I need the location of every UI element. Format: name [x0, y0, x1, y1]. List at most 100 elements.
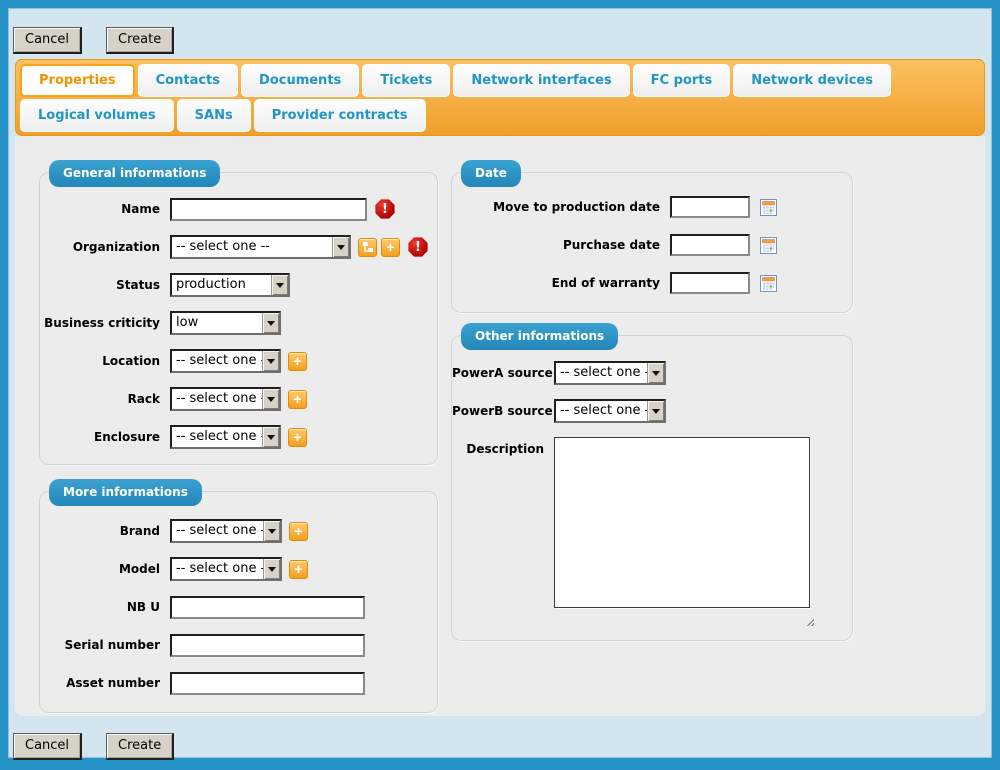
chevron-down-icon [271, 275, 288, 295]
nb-u-input[interactable] [170, 595, 365, 619]
date-section: Date Move to production date [451, 160, 853, 313]
business-criticity-select[interactable]: low [170, 311, 281, 335]
resize-grip[interactable] [804, 616, 814, 626]
description-wrap [554, 437, 814, 626]
calendar-icon [760, 198, 777, 216]
name-input[interactable] [170, 197, 367, 221]
location-label: Location [102, 354, 160, 368]
plus-icon: + [293, 428, 302, 445]
tab-provider-contracts[interactable]: Provider contracts [253, 99, 426, 132]
brand-select[interactable]: -- select one -- [170, 519, 282, 543]
field-row-powera-source: PowerA source -- select one -- [452, 361, 852, 385]
tab-fc-ports[interactable]: FC ports [632, 64, 731, 97]
field-row-powerb-source: PowerB source -- select one -- [452, 399, 852, 423]
rack-select[interactable]: -- select one -- [170, 387, 281, 411]
model-select[interactable]: -- select one -- [170, 557, 282, 581]
status-label: Status [116, 278, 160, 292]
field-row-move-to-production-date: Move to production date [452, 195, 852, 219]
plus-icon: + [293, 390, 302, 407]
description-textarea[interactable] [554, 437, 810, 608]
chevron-down-icon [262, 427, 279, 447]
add-model-button[interactable]: + [289, 559, 308, 579]
tab-content-panel: General informations Name ! Organization… [15, 136, 985, 716]
organization-label: Organization [72, 240, 160, 254]
select-value: -- select one -- [176, 353, 262, 368]
name-label: Name [121, 202, 160, 216]
browse-hierarchy-button[interactable] [358, 237, 377, 257]
select-value: -- select one -- [176, 429, 262, 444]
field-row-description: Description [452, 437, 852, 626]
tab-contacts[interactable]: Contacts [137, 64, 239, 97]
tab-row-2: Logical volumes SANs Provider contracts [17, 99, 983, 132]
purchase-date-input[interactable] [670, 234, 750, 256]
asset-number-input[interactable] [170, 671, 365, 695]
select-value: low [176, 315, 199, 330]
end-of-warranty-datepicker-button[interactable] [760, 274, 777, 292]
end-of-warranty-label: End of warranty [551, 276, 660, 290]
tab-properties[interactable]: Properties [20, 64, 135, 97]
serial-number-input[interactable] [170, 633, 365, 657]
create-button-bottom[interactable]: Create [106, 733, 175, 760]
create-button-top[interactable]: Create [106, 27, 175, 54]
top-toolbar: Cancel Create [9, 9, 991, 54]
move-to-production-date-label: Move to production date [493, 200, 660, 214]
description-label: Description [466, 442, 544, 456]
left-column: General informations Name ! Organization… [39, 160, 438, 713]
tab-logical-volumes[interactable]: Logical volumes [20, 99, 174, 132]
nb-u-label: NB U [126, 600, 160, 614]
powera-source-select[interactable]: -- select one -- [554, 361, 666, 385]
end-of-warranty-input[interactable] [670, 272, 750, 294]
plus-icon: + [293, 352, 302, 369]
add-organization-button[interactable]: + [381, 237, 400, 257]
window-frame: Cancel Create Properties Contacts Docume… [8, 8, 992, 760]
general-informations-section: General informations Name ! Organization… [39, 160, 438, 465]
tab-documents[interactable]: Documents [241, 64, 360, 97]
move-to-production-datepicker-button[interactable] [760, 198, 777, 216]
plus-icon: + [294, 522, 303, 539]
select-value: -- select one -- [176, 391, 262, 406]
location-select[interactable]: -- select one -- [170, 349, 281, 373]
tab-tickets[interactable]: Tickets [362, 64, 451, 97]
status-select[interactable]: production [170, 273, 290, 297]
enclosure-label: Enclosure [94, 430, 160, 444]
field-row-end-of-warranty: End of warranty [452, 271, 852, 295]
tab-sans[interactable]: SANs [176, 99, 251, 132]
field-row-name: Name ! [40, 197, 437, 221]
powerb-source-select[interactable]: -- select one -- [554, 399, 666, 423]
add-enclosure-button[interactable]: + [288, 427, 307, 447]
tab-network-devices[interactable]: Network devices [733, 64, 891, 97]
select-value: production [176, 277, 246, 292]
more-informations-section: More informations Brand -- select one --… [39, 479, 438, 713]
tab-network-interfaces[interactable]: Network interfaces [453, 64, 630, 97]
add-rack-button[interactable]: + [288, 389, 307, 409]
section-title-general: General informations [49, 160, 221, 187]
move-to-production-date-input[interactable] [670, 196, 750, 218]
chevron-down-icon [647, 363, 664, 383]
chevron-down-icon [647, 401, 664, 421]
field-row-enclosure: Enclosure -- select one -- + [40, 425, 437, 449]
chevron-down-icon [262, 351, 279, 371]
select-value: -- select one -- [176, 239, 270, 254]
add-location-button[interactable]: + [288, 351, 307, 371]
cancel-button-top[interactable]: Cancel [13, 27, 83, 54]
field-row-model: Model -- select one -- + [40, 557, 437, 581]
chevron-down-icon [332, 237, 349, 257]
calendar-icon [760, 274, 777, 292]
plus-icon: + [294, 560, 303, 577]
model-label: Model [118, 562, 160, 576]
calendar-icon [760, 236, 777, 254]
field-row-brand: Brand -- select one -- + [40, 519, 437, 543]
required-icon: ! [375, 199, 395, 219]
bottom-toolbar: Cancel Create [9, 716, 991, 760]
enclosure-select[interactable]: -- select one -- [170, 425, 281, 449]
field-row-location: Location -- select one -- + [40, 349, 437, 373]
field-row-asset-number: Asset number [40, 671, 437, 695]
tab-row-1: Properties Contacts Documents Tickets Ne… [17, 64, 983, 97]
add-brand-button[interactable]: + [289, 521, 308, 541]
organization-select[interactable]: -- select one -- [170, 235, 351, 259]
cancel-button-bottom[interactable]: Cancel [13, 733, 83, 760]
purchase-datepicker-button[interactable] [760, 236, 777, 254]
asset-number-label: Asset number [66, 676, 160, 690]
chevron-down-icon [263, 521, 280, 541]
rack-label: Rack [127, 392, 160, 406]
